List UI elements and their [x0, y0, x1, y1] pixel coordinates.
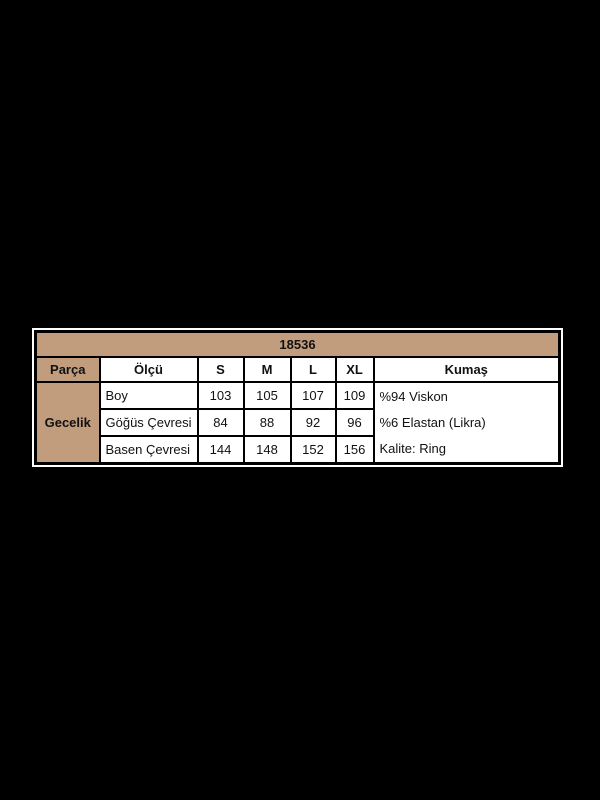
table-row-boy: Gecelik Boy 103 105 107 109 %94 Viskon %…: [34, 381, 561, 465]
column-header-row: Parça Ölçü S M L XL Kumaş: [34, 356, 561, 383]
col-header-size-s: S: [196, 356, 245, 383]
part-name-cell: Gecelik: [34, 381, 101, 465]
measure-name-cell: Basen Çevresi: [98, 435, 199, 465]
size-value-cell: 96: [334, 408, 375, 437]
size-value-cell: 105: [242, 381, 292, 410]
size-chart-table: 18536 Parça Ölçü S M L XL Kumaş Gecelik …: [34, 330, 561, 465]
size-value-cell: 107: [289, 381, 337, 410]
product-code-row: 18536: [34, 330, 561, 358]
fabric-line-kalite: Kalite: Ring: [379, 441, 446, 456]
fabric-line-elastan: %6 Elastan (Likra): [379, 415, 486, 430]
table-row-basen: Basen Çevresi 144 148 152 156: [36, 435, 560, 465]
measure-name-cell: Göğüs Çevresi: [98, 408, 199, 437]
size-value-cell: 148: [242, 435, 292, 465]
size-value-cell: 156: [334, 435, 375, 465]
fabric-info-cell: %94 Viskon %6 Elastan (Likra) Kalite: Ri…: [372, 381, 561, 465]
measure-name-cell: Boy: [98, 381, 199, 410]
size-value-cell: 92: [289, 408, 337, 437]
col-header-parca: Parça: [34, 356, 101, 383]
size-value-cell: 152: [289, 435, 337, 465]
col-header-size-m: M: [242, 356, 292, 383]
size-value-cell: 144: [196, 435, 245, 465]
col-header-size-l: L: [289, 356, 337, 383]
col-header-size-xl: XL: [334, 356, 375, 383]
size-value-cell: 109: [334, 381, 375, 410]
table-row-gogus: Göğüs Çevresi 84 88 92 96: [36, 408, 560, 437]
product-code-cell: 18536: [34, 330, 561, 358]
size-value-cell: 84: [196, 408, 245, 437]
size-value-cell: 103: [196, 381, 245, 410]
col-header-kumas: Kumaş: [372, 356, 561, 383]
size-chart: 18536 Parça Ölçü S M L XL Kumaş Gecelik …: [32, 328, 563, 467]
col-header-olcu: Ölçü: [98, 356, 199, 383]
size-value-cell: 88: [242, 408, 292, 437]
fabric-line-viskon: %94 Viskon: [379, 389, 448, 404]
